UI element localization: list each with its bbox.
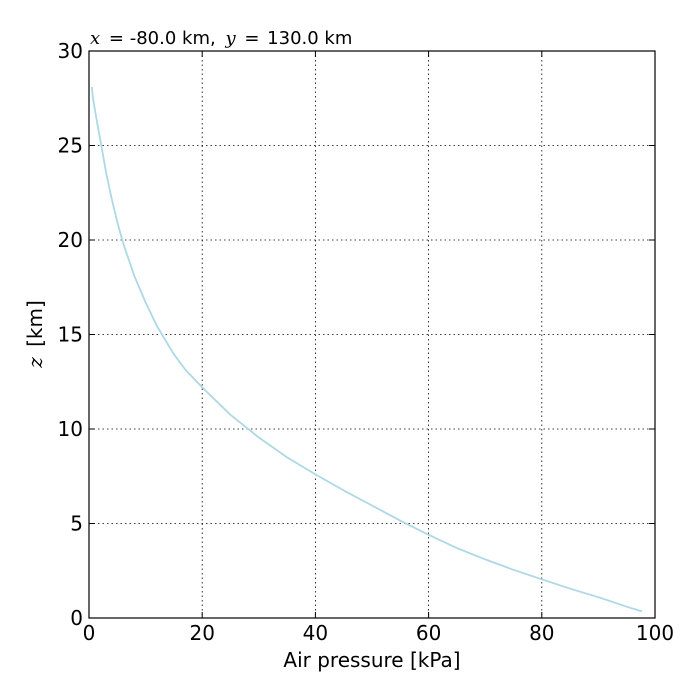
x-tick-labels: 0 20 40 60 80 100 [83, 621, 674, 645]
y-tick-label: 5 [70, 512, 83, 536]
y-tick-label: 20 [58, 228, 83, 252]
tick-marks [88, 50, 656, 619]
title-x-var: x [90, 28, 100, 49]
title-x-value: -80.0 km, [130, 28, 216, 49]
x-tick-label: 100 [636, 621, 674, 645]
title-y-var: y [224, 28, 236, 49]
y-tick-label: 30 [58, 39, 83, 63]
y-axis-var: z [23, 357, 47, 369]
y-tick-label: 25 [58, 134, 83, 158]
title-y-value: 130.0 km [267, 28, 352, 49]
series-group [90, 86, 643, 613]
y-axis-label: z [km] [23, 300, 47, 369]
grid-lines [89, 51, 655, 618]
y-tick-label: 0 [70, 606, 83, 630]
x-tick-label: 80 [529, 621, 554, 645]
title-eq-1: = [109, 28, 124, 49]
x-tick-label: 20 [189, 621, 214, 645]
y-tick-label: 10 [58, 417, 83, 441]
x-tick-label: 60 [416, 621, 441, 645]
plot-title: x = -80.0 km, y = 130.0 km [90, 28, 352, 49]
x-tick-label: 40 [303, 621, 328, 645]
y-axis-unit: [km] [23, 300, 47, 347]
y-tick-labels: 0 5 10 15 20 25 30 [58, 39, 83, 630]
x-axis-label: Air pressure [kPa] [283, 648, 460, 672]
x-tick-label: 0 [83, 621, 96, 645]
y-tick-label: 15 [58, 323, 83, 347]
series-line [90, 86, 643, 613]
title-eq-2: = [244, 28, 259, 49]
plot-frame [88, 50, 656, 619]
